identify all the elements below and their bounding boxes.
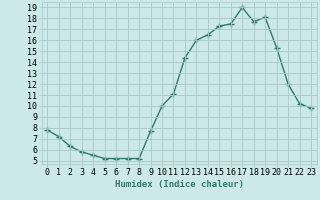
X-axis label: Humidex (Indice chaleur): Humidex (Indice chaleur) (115, 180, 244, 189)
